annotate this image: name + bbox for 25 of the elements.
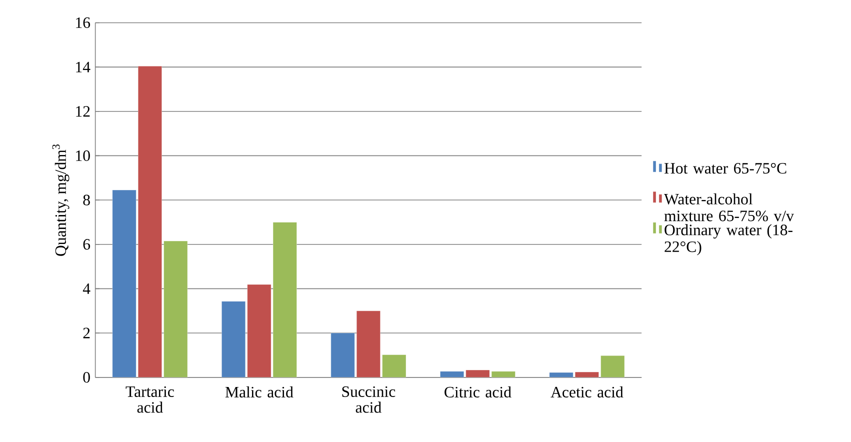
x-tick-label: Succinic acid: [342, 386, 396, 414]
x-tick-label: Tartaric acid: [126, 386, 174, 414]
legend-label: Hot water 65-75°C: [664, 163, 786, 174]
bar: [382, 354, 406, 378]
y-tick-label: 4: [82, 284, 90, 294]
y-tick-label: 6: [83, 239, 90, 250]
y-tick-label: 14: [76, 62, 90, 72]
y-tick-label: 16: [76, 18, 90, 28]
y-axis-title: Quantity, mg/dm$^{3}$: [52, 144, 70, 256]
bar: [247, 284, 272, 378]
y-tick-label: 10: [76, 150, 90, 162]
y-tick-label: 2: [83, 328, 90, 338]
x-tick-label: Acetic acid: [550, 386, 624, 398]
bar: [600, 356, 625, 378]
legend-label: Ordinary water (18-22°C): [664, 224, 792, 256]
y-tick-label: 8: [83, 194, 90, 206]
bar: [272, 222, 297, 378]
bar: [356, 310, 380, 378]
y-tick-label: 12: [76, 106, 90, 117]
x-tick-label: Citric acid: [444, 386, 512, 398]
bar: [138, 66, 162, 378]
legend-label: Water-alcohol mixture 65-75% v/v: [664, 194, 794, 222]
x-tick-label: Malic acid: [225, 386, 294, 398]
bar: [164, 241, 188, 378]
y-tick-label: 0: [83, 372, 90, 383]
